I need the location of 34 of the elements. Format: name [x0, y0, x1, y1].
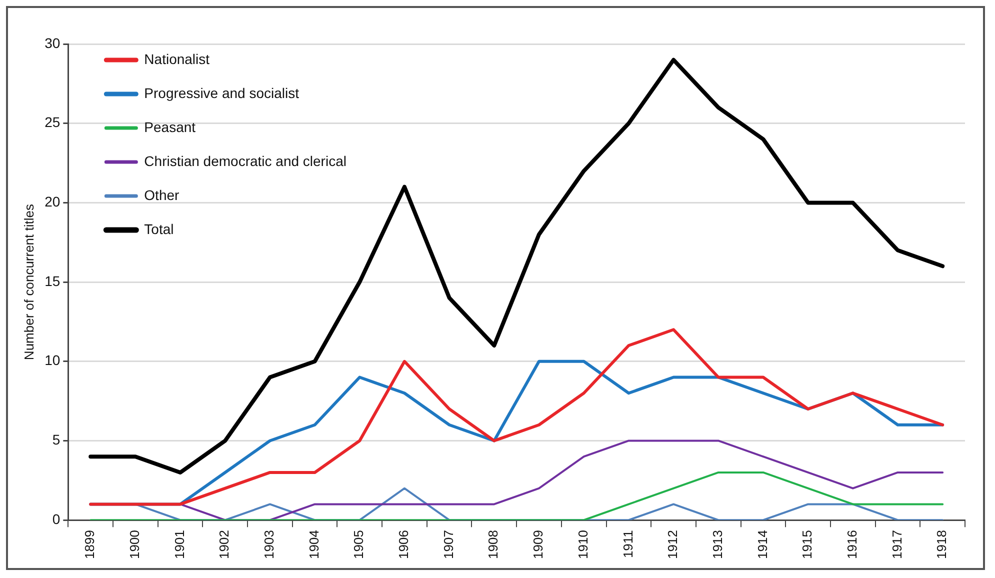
legend-label: Total — [144, 220, 174, 237]
x-tick-label: 1916 — [844, 530, 860, 559]
x-tick-label: 1913 — [710, 530, 725, 559]
x-tick-label: 1910 — [575, 530, 590, 559]
x-tick-label: 1909 — [530, 530, 546, 559]
y-tick-label: 0 — [52, 510, 60, 527]
x-tick-label: 1903 — [262, 530, 277, 559]
x-tick-label: 1911 — [620, 530, 636, 558]
x-tick-label: 1905 — [351, 530, 366, 559]
legend-label: Nationalist — [144, 50, 210, 67]
y-tick-label: 25 — [44, 114, 60, 130]
x-tick-label: 1899 — [82, 530, 98, 559]
y-axis-title: Number of concurrent titles — [21, 204, 36, 360]
legend-label: Christian democratic and clerical — [144, 152, 346, 169]
y-tick-label: 5 — [52, 432, 60, 448]
x-tick-label: 1914 — [754, 530, 770, 559]
y-tick-label: 30 — [44, 34, 60, 51]
x-tick-label: 1900 — [127, 530, 142, 559]
y-tick-label: 10 — [44, 352, 60, 368]
legend-label: Progressive and socialist — [144, 84, 300, 101]
y-tick-label: 20 — [44, 194, 60, 210]
x-tick-label: 1901 — [172, 530, 187, 559]
x-tick-label: 1912 — [665, 530, 680, 559]
x-tick-label: 1918 — [934, 530, 950, 559]
x-tick-label: 1907 — [440, 530, 456, 559]
x-tick-label: 1904 — [306, 530, 322, 559]
x-tick-label: 1906 — [396, 530, 412, 559]
x-tick-label: 1917 — [889, 530, 904, 559]
y-tick-label: 15 — [44, 272, 60, 289]
x-tick-label: 1915 — [800, 530, 815, 559]
x-tick-label: 1908 — [486, 530, 501, 559]
legend-label: Other — [144, 186, 180, 203]
x-tick-label: 1902 — [216, 530, 232, 559]
legend-label: Peasant — [144, 118, 196, 135]
